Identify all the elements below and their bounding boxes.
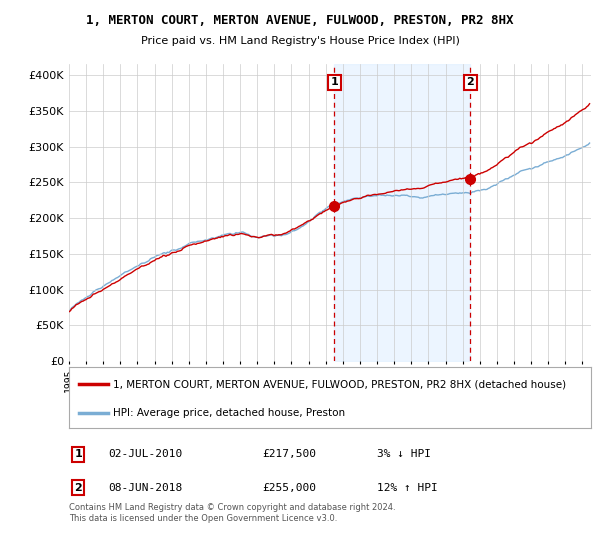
Text: £217,500: £217,500: [262, 449, 316, 459]
Text: Contains HM Land Registry data © Crown copyright and database right 2024.
This d: Contains HM Land Registry data © Crown c…: [69, 503, 395, 522]
Text: £255,000: £255,000: [262, 483, 316, 493]
Text: 2: 2: [466, 77, 474, 87]
Text: 12% ↑ HPI: 12% ↑ HPI: [377, 483, 438, 493]
Text: 1, MERTON COURT, MERTON AVENUE, FULWOOD, PRESTON, PR2 8HX (detached house): 1, MERTON COURT, MERTON AVENUE, FULWOOD,…: [113, 379, 566, 389]
Text: 02-JUL-2010: 02-JUL-2010: [108, 449, 182, 459]
Text: 1: 1: [331, 77, 338, 87]
Text: Price paid vs. HM Land Registry's House Price Index (HPI): Price paid vs. HM Land Registry's House …: [140, 36, 460, 46]
Text: 1: 1: [74, 449, 82, 459]
Text: 3% ↓ HPI: 3% ↓ HPI: [377, 449, 431, 459]
Text: HPI: Average price, detached house, Preston: HPI: Average price, detached house, Pres…: [113, 408, 346, 418]
Text: 1, MERTON COURT, MERTON AVENUE, FULWOOD, PRESTON, PR2 8HX: 1, MERTON COURT, MERTON AVENUE, FULWOOD,…: [86, 14, 514, 27]
Text: 2: 2: [74, 483, 82, 493]
Text: 08-JUN-2018: 08-JUN-2018: [108, 483, 182, 493]
